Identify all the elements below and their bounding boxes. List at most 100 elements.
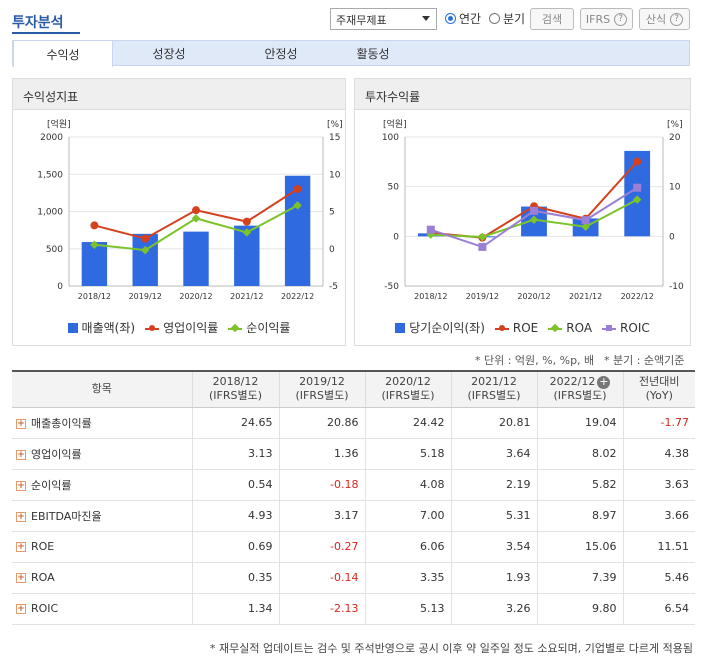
tab-label: 안정성	[264, 47, 298, 61]
row-name[interactable]: + ROE	[12, 531, 193, 563]
row-label: 영업이익률	[31, 447, 82, 461]
expand-icon[interactable]: +	[597, 374, 611, 389]
quarter-note: * 분기 : 순액기준	[604, 354, 685, 367]
table-cell: 19.04	[537, 407, 624, 439]
table-cell: 7.00	[365, 500, 452, 532]
x-tick-label: 2022/12	[621, 292, 654, 301]
legend-item: 순이익률	[228, 319, 290, 336]
legend-item: 매출액(좌)	[67, 319, 136, 336]
series-point	[141, 234, 150, 243]
search-button[interactable]: 검색	[530, 8, 574, 30]
x-tick-label: 2018/12	[414, 292, 447, 301]
expand-icon[interactable]: +	[16, 542, 26, 552]
header-period: 2021/12 (IFRS별도)	[451, 371, 538, 408]
row-name[interactable]: + 순이익률	[12, 469, 193, 501]
expand-icon[interactable]: +	[16, 418, 26, 429]
tab-stability[interactable]: 안정성	[225, 41, 337, 66]
tab-profitability[interactable]: 수익성	[13, 40, 113, 67]
table-cell: -1.77	[623, 407, 695, 439]
row-name[interactable]: + 매출총이익률	[12, 407, 193, 439]
ifrs-button[interactable]: IFRS ?	[580, 8, 633, 30]
table-cell: 20.86	[279, 407, 366, 439]
row-name[interactable]: + 영업이익률	[12, 438, 193, 470]
y2-tick-label: 20	[669, 133, 681, 143]
table-cell: 7.39	[537, 562, 624, 594]
legend: 매출액(좌) 영업이익률 순이익률	[13, 319, 345, 336]
series-point	[192, 206, 200, 215]
series-point	[581, 222, 590, 231]
title-underline	[12, 32, 80, 34]
table-cell: 11.51	[623, 531, 695, 563]
x-tick-label: 2020/12	[517, 292, 550, 301]
table-cell: 15.06	[537, 531, 624, 563]
row-name[interactable]: + ROA	[12, 562, 193, 594]
table-row: + EBITDA마진율 4.93 3.17 7.00 5.31 8.97 3.66	[12, 500, 695, 532]
series-point	[478, 232, 487, 242]
row-name[interactable]: + EBITDA마진율	[12, 500, 193, 532]
header-period: 2022/12 + (IFRS별도)	[537, 371, 624, 408]
formula-button[interactable]: 산식 ?	[639, 8, 690, 30]
legend-item: 영업이익률	[145, 319, 218, 336]
y2-tick-label: -10	[669, 282, 684, 292]
table-cell: 8.02	[537, 438, 624, 470]
header-period: 전년대비 (YoY)	[623, 371, 695, 408]
radio-annual-dot[interactable]	[445, 13, 456, 24]
series-point	[191, 214, 201, 223]
search-button-label: 검색	[541, 13, 563, 26]
radio-annual[interactable]: 연간	[445, 10, 481, 27]
table-cell: -0.14	[279, 562, 366, 594]
tab-label: 수익성	[46, 47, 80, 62]
legend-swatch	[602, 323, 617, 333]
series-point	[242, 228, 252, 237]
formula-button-label: 산식	[645, 13, 667, 26]
y2-tick-label: 15	[329, 133, 340, 143]
expand-icon[interactable]: +	[16, 573, 26, 583]
row-name[interactable]: + ROIC	[12, 593, 193, 625]
series-point	[633, 183, 642, 192]
header-period: 2019/12 (IFRS별도)	[279, 371, 366, 408]
panel-title: 수익성지표	[13, 79, 345, 110]
legend-label: 순이익률	[246, 321, 291, 335]
bar	[81, 242, 108, 286]
row-label: 순이익률	[31, 478, 72, 492]
expand-icon[interactable]: +	[16, 449, 26, 460]
header-item: 항목	[12, 371, 193, 408]
legend-swatch	[395, 322, 406, 333]
table-cell: 1.34	[192, 593, 280, 625]
radio-quarter[interactable]: 분기	[489, 10, 525, 27]
tab-growth[interactable]: 성장성	[113, 41, 225, 66]
legend-label: 매출액(좌)	[81, 321, 136, 335]
table-cell: 2.19	[451, 469, 538, 501]
expand-icon[interactable]: +	[16, 604, 26, 614]
radio-quarter-dot[interactable]	[489, 13, 500, 24]
table-row: + 매출총이익률 24.65 20.86 24.42 20.81 19.04 -1.77	[12, 407, 695, 439]
table-cell: 3.17	[279, 500, 366, 532]
y-tick-label: 50	[388, 183, 400, 193]
table-cell: 5.31	[451, 500, 538, 532]
tab-activity[interactable]: 활동성	[313, 41, 433, 66]
investment-return-chart-panel: 투자수익률 [억원] [%] 100 20 50 10 0 0 -50 -10 2018/12 201…	[354, 78, 691, 346]
table-row: + ROIC 1.34 -2.13 5.13 3.26 9.80 6.54	[12, 593, 695, 625]
legend-item: ROIC	[602, 319, 650, 336]
statement-select[interactable]: 주재무제표	[330, 8, 437, 30]
legend-swatch	[494, 323, 509, 333]
row-label: 매출총이익률	[31, 416, 92, 430]
y2-tick-label: 5	[329, 208, 335, 218]
expand-icon[interactable]: +	[16, 480, 26, 491]
table-cell: 3.63	[623, 469, 695, 501]
series-point	[293, 201, 302, 210]
y-tick-label: 100	[382, 133, 399, 143]
legend-label: 영업이익률	[163, 321, 219, 335]
expand-icon[interactable]: +	[16, 511, 26, 522]
help-icon: ?	[670, 12, 684, 26]
tab-bar: 수익성 성장성 안정성 활동성	[12, 40, 690, 67]
table-row: + ROE 0.69 -0.27 6.06 3.54 15.06 11.51	[12, 531, 695, 563]
series-point	[426, 225, 435, 234]
table-cell: 6.54	[623, 593, 695, 625]
legend-label: ROE	[512, 320, 539, 335]
table-cell: 0.69	[192, 531, 280, 563]
series-point	[633, 157, 642, 166]
series-point	[242, 217, 251, 226]
series-point	[530, 206, 538, 215]
bar	[183, 231, 209, 286]
